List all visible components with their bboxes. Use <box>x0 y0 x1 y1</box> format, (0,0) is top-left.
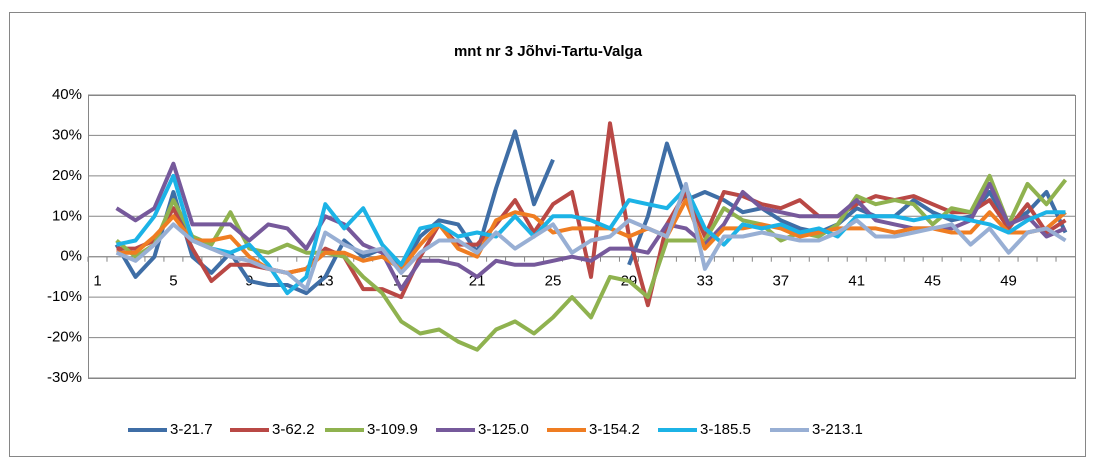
legend-label: 3-185.5 <box>700 421 751 438</box>
legend-label: 3-62.2 <box>272 421 315 438</box>
legend-label: 3-109.9 <box>367 421 418 438</box>
chart-frame <box>9 12 1086 457</box>
x-tick-label: 41 <box>848 273 865 290</box>
x-tick-label: 37 <box>772 273 789 290</box>
legend-label: 3-213.1 <box>812 421 863 438</box>
series-line <box>115 161 1067 292</box>
y-tick-label: -30% <box>47 369 82 386</box>
x-tick-label: 5 <box>169 273 177 290</box>
y-tick-label: 30% <box>52 126 82 143</box>
x-tick-label: 1 <box>93 273 101 290</box>
y-tick-label: 10% <box>52 207 82 224</box>
legend-label: 3-154.2 <box>589 421 640 438</box>
x-tick-label: 25 <box>545 273 562 290</box>
y-tick-label: 20% <box>52 167 82 184</box>
legend-label: 3-21.7 <box>170 421 213 438</box>
series-line <box>115 173 1068 352</box>
x-tick-label: 49 <box>1000 273 1017 290</box>
legend-label: 3-125.0 <box>478 421 529 438</box>
y-tick-label: 40% <box>52 86 82 103</box>
x-tick-label: 21 <box>469 273 486 290</box>
x-tick-label: 13 <box>317 273 334 290</box>
series-line <box>116 173 1066 296</box>
y-tick-label: -10% <box>47 288 82 305</box>
x-tick-label: 33 <box>697 273 714 290</box>
chart-title: mnt nr 3 Jõhvi-Tartu-Valga <box>454 43 643 60</box>
y-tick-label: -20% <box>47 329 82 346</box>
y-tick-label: 0% <box>60 248 82 265</box>
x-tick-label: 45 <box>924 273 941 290</box>
series-line <box>115 181 1067 292</box>
